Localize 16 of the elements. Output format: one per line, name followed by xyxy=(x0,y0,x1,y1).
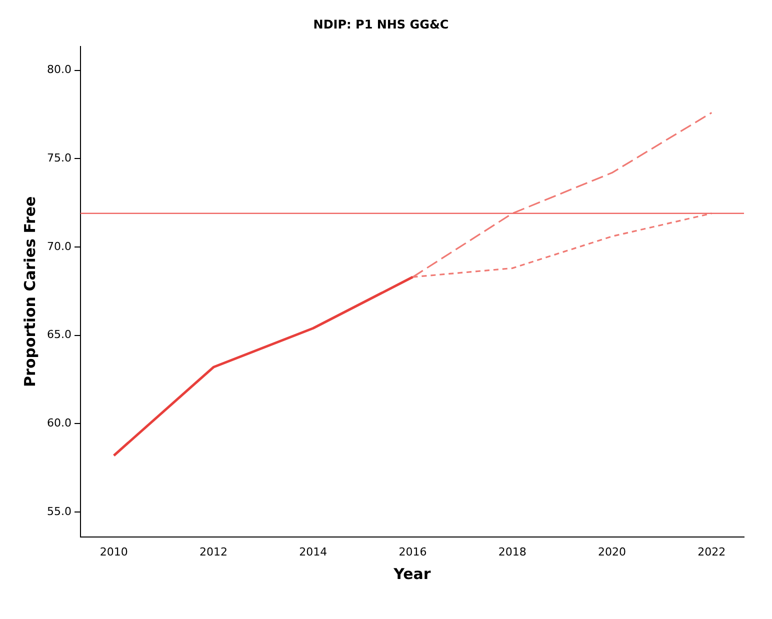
chart-title: NDIP: P1 NHS GG&C xyxy=(313,17,449,32)
y-tick-label: 70.0 xyxy=(46,240,72,253)
y-tick-label: 60.0 xyxy=(46,416,72,430)
x-tick-label: 2014 xyxy=(299,545,328,558)
y-tick-label: 75.0 xyxy=(46,151,72,164)
x-tick-label: 2016 xyxy=(398,545,427,558)
y-tick-label: 80.0 xyxy=(46,63,72,76)
x-tick-label: 2022 xyxy=(698,545,726,558)
y-tick-label: 55.0 xyxy=(46,504,72,518)
x-tick-label: 2020 xyxy=(598,545,626,558)
y-axis-title: Proportion Caries Free xyxy=(20,196,39,387)
x-axis-title: Year xyxy=(392,564,432,583)
x-tick-label: 2010 xyxy=(100,545,128,558)
x-tick-label: 2012 xyxy=(199,545,228,558)
x-tick-label: 2018 xyxy=(498,545,526,558)
y-tick-label: 65.0 xyxy=(46,328,72,342)
